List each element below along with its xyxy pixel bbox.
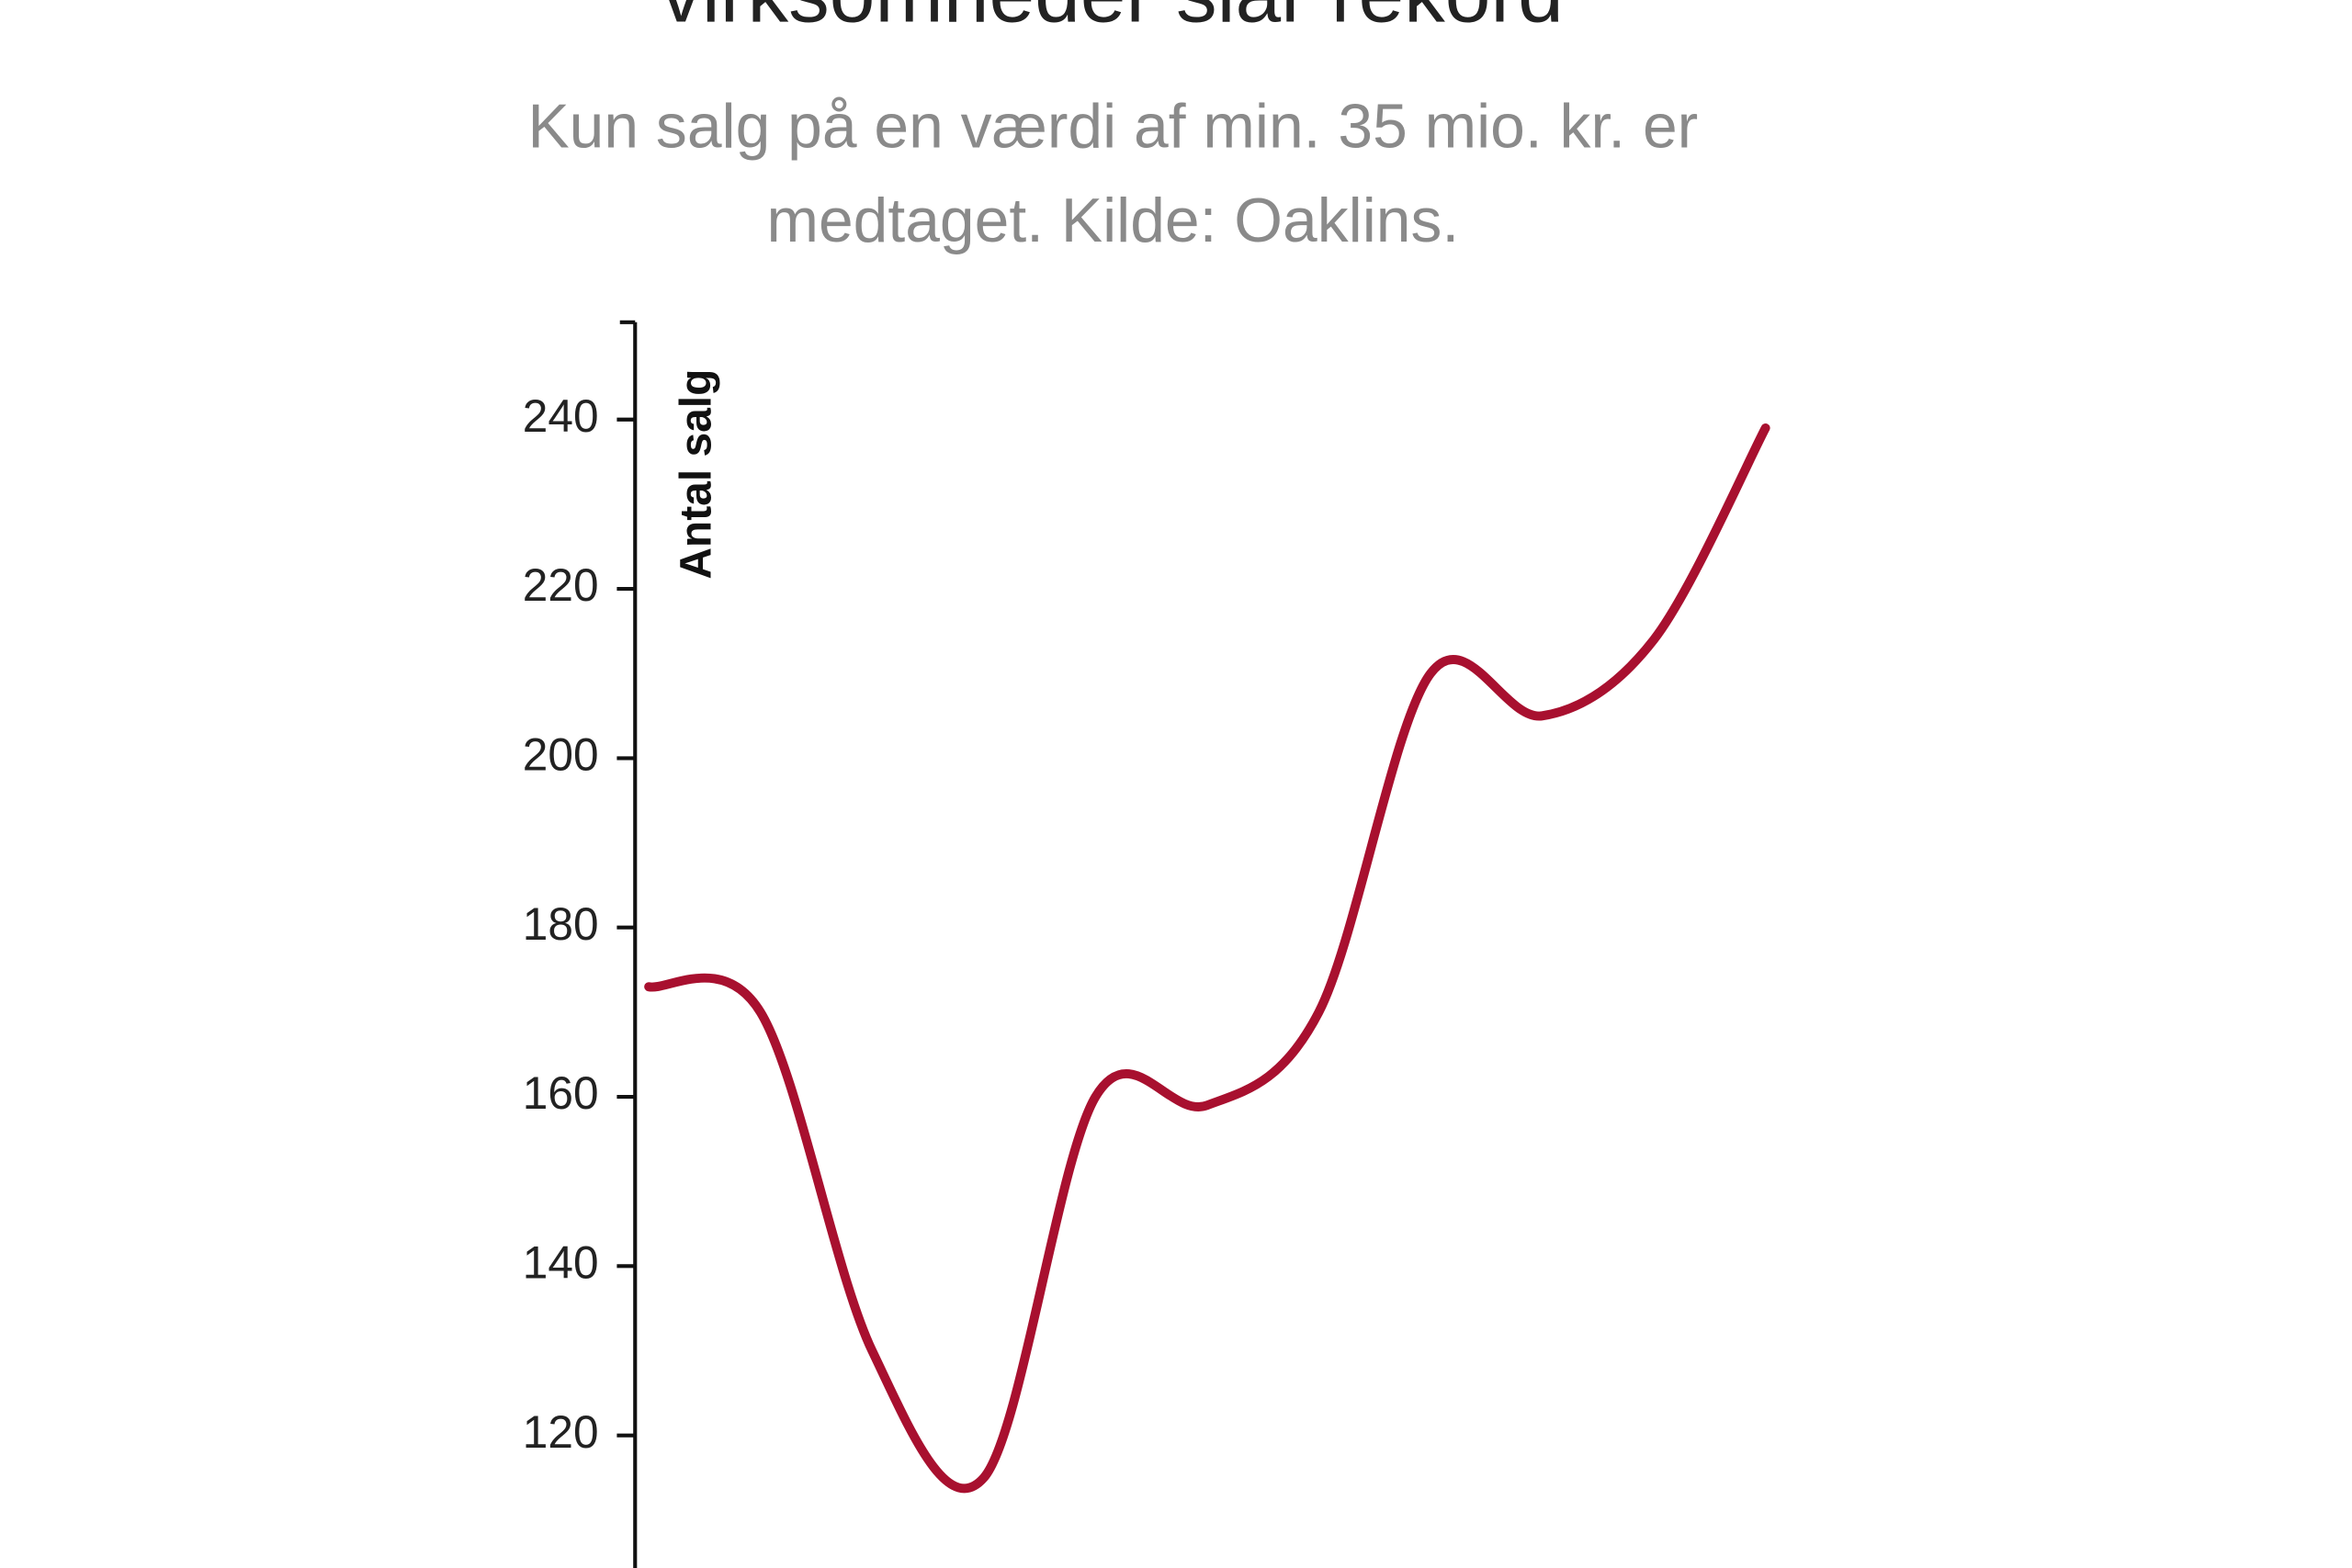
y-tick-label: 140 — [523, 1236, 599, 1288]
y-tick-label: 200 — [523, 729, 599, 781]
y-tick-label: 220 — [523, 559, 599, 611]
y-tick-label: 240 — [523, 390, 599, 442]
y-tick-label: 160 — [523, 1067, 599, 1119]
y-tick-label: 120 — [523, 1406, 599, 1458]
chart-title: virksomheder slår rekord — [661, 0, 1564, 39]
subtitle-box: Kun salg på en værdi af min. 35 mio. kr.… — [527, 91, 1699, 255]
y-axis-label: Antal salg — [672, 369, 720, 580]
data-line — [644, 423, 1770, 1494]
chart-subtitle: Kun salg på en værdi af min. 35 mio. kr.… — [527, 91, 1699, 255]
y-tick-label: 180 — [523, 898, 599, 950]
